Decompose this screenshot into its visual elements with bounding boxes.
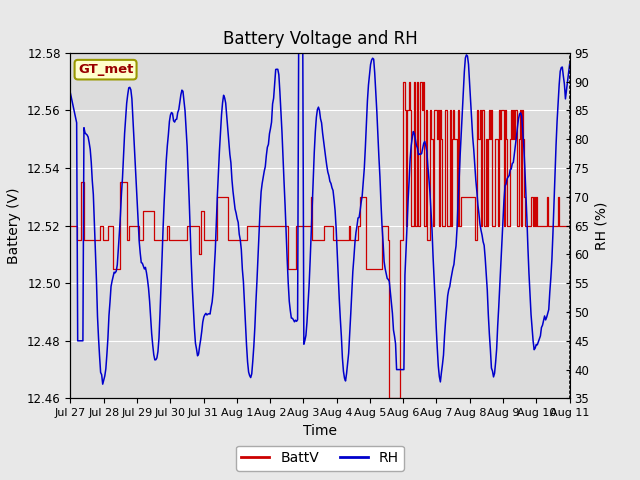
Y-axis label: Battery (V): Battery (V) <box>8 187 21 264</box>
Legend: BattV, RH: BattV, RH <box>236 445 404 471</box>
X-axis label: Time: Time <box>303 424 337 438</box>
Title: Battery Voltage and RH: Battery Voltage and RH <box>223 30 417 48</box>
Y-axis label: RH (%): RH (%) <box>595 202 609 250</box>
Text: GT_met: GT_met <box>78 63 133 76</box>
